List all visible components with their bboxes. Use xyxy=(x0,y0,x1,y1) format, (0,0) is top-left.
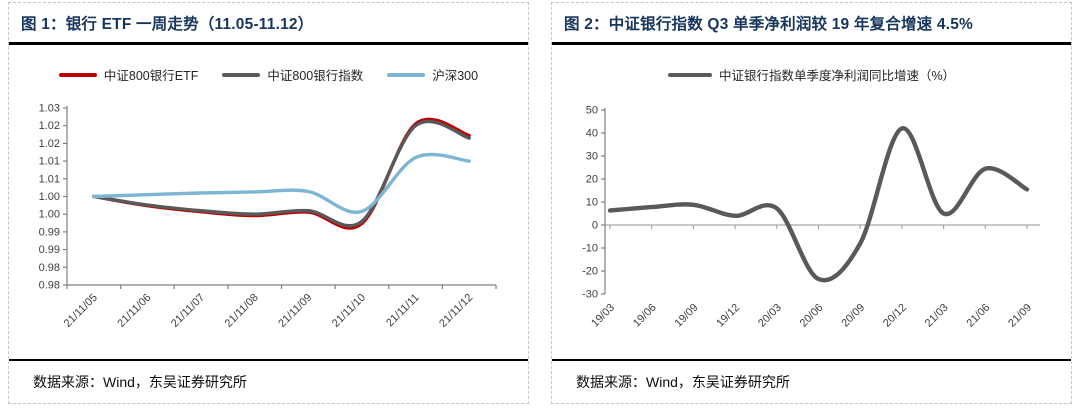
legend-item: 中证银行指数单季度净利润同比增速（%） xyxy=(667,65,956,84)
x-tick-label: 21/11/05 xyxy=(62,292,100,330)
x-tick-label: 20/03 xyxy=(756,302,784,330)
y-tick-label: 1.01 xyxy=(39,156,60,168)
figure2-title: 图 2：中证银行指数 Q3 单季净利润较 19 年复合增速 4.5% xyxy=(552,3,1071,45)
x-tick-label: 20/06 xyxy=(798,302,826,330)
y-tick-label: -30 xyxy=(582,289,598,301)
y-tick-label: 1.00 xyxy=(39,209,60,221)
legend-item: 中证800银行ETF xyxy=(58,65,199,84)
y-tick-label: 1.01 xyxy=(39,173,60,185)
x-tick-label: 21/06 xyxy=(964,302,992,330)
legend-line-swatch xyxy=(58,72,97,77)
figure1-title: 图 1：银行 ETF 一周走势（11.05-11.12） xyxy=(9,3,528,45)
figure2-source: 数据来源：Wind，东吴证券研究所 xyxy=(552,359,1071,403)
y-tick-label: 1.02 xyxy=(39,120,60,132)
x-tick-label: 19/03 xyxy=(589,302,617,330)
figure1-panel: 图 1：银行 ETF 一周走势（11.05-11.12） 中证800银行ETF 中… xyxy=(8,2,529,404)
y-tick-label: 0.99 xyxy=(39,226,60,238)
figure2-panel: 图 2：中证银行指数 Q3 单季净利润较 19 年复合增速 4.5% 中证银行指… xyxy=(551,2,1072,404)
y-tick-label: -10 xyxy=(582,243,598,255)
legend-line-swatch xyxy=(667,72,712,77)
legend-label: 沪深300 xyxy=(432,69,479,83)
y-tick-label: -20 xyxy=(582,266,598,278)
y-tick-label: 0 xyxy=(592,220,598,232)
y-tick-label: 1.02 xyxy=(39,138,60,150)
y-tick-label: 50 xyxy=(586,105,598,117)
figure2-chart: 中证银行指数单季度净利润同比增速（%） 50 40 30 20 10 0 -10 -20 -30… xyxy=(552,45,1071,359)
series-line xyxy=(92,152,471,214)
y-tick-label: 1.03 xyxy=(39,103,60,115)
y-tick-label: 0.98 xyxy=(39,262,60,274)
legend-label: 中证800银行ETF xyxy=(103,69,199,83)
series-line xyxy=(92,119,471,228)
y-tick-label: 0.98 xyxy=(39,280,60,292)
legend-label: 中证800银行指数 xyxy=(267,69,364,83)
x-tick-label: 21/09 xyxy=(1006,302,1034,330)
x-tick-label: 21/11/08 xyxy=(223,292,261,330)
x-tick-label: 21/11/09 xyxy=(276,292,314,330)
legend-line-swatch xyxy=(222,72,261,77)
figure1-legend: 中证800银行ETF 中证800银行指数 沪深300 xyxy=(9,65,528,84)
x-tick-label: 19/12 xyxy=(714,302,742,330)
legend-line-swatch xyxy=(387,72,426,77)
x-tick-label: 21/11/06 xyxy=(115,292,153,330)
x-tick-label: 21/11/07 xyxy=(169,292,207,330)
x-tick-label: 21/11/10 xyxy=(330,292,368,330)
figure1-plot: 1.03 1.02 1.02 1.01 1.01 1.00 1.00 0.99 0.99 0.98… xyxy=(39,103,497,330)
y-tick-label: 10 xyxy=(586,197,598,209)
y-tick-label: 1.00 xyxy=(39,191,60,203)
x-tick-label: 20/12 xyxy=(881,302,909,330)
x-tick-label: 21/11/11 xyxy=(384,292,422,330)
x-tick-label: 21/03 xyxy=(923,302,951,330)
legend-item: 沪深300 xyxy=(387,65,478,84)
x-tick-label: 21/11/12 xyxy=(437,292,475,330)
figure2-legend: 中证银行指数单季度净利润同比增速（%） xyxy=(552,65,1071,84)
x-tick-label: 19/06 xyxy=(631,302,659,330)
figure1-chart: 中证800银行ETF 中证800银行指数 沪深300 1.03 1.02 1.02 1.0… xyxy=(9,45,528,359)
y-tick-label: 0.99 xyxy=(39,244,60,256)
x-tick-label: 19/09 xyxy=(673,302,701,330)
figure1-source: 数据来源：Wind，东吴证券研究所 xyxy=(9,359,528,403)
y-tick-label: 30 xyxy=(586,151,598,163)
y-tick-label: 40 xyxy=(586,128,598,140)
series-line xyxy=(607,126,1030,283)
y-tick-label: 20 xyxy=(586,174,598,186)
legend-label: 中证银行指数单季度净利润同比增速（%） xyxy=(718,69,956,83)
x-tick-label: 20/09 xyxy=(839,302,867,330)
legend-item: 中证800银行指数 xyxy=(222,65,363,84)
